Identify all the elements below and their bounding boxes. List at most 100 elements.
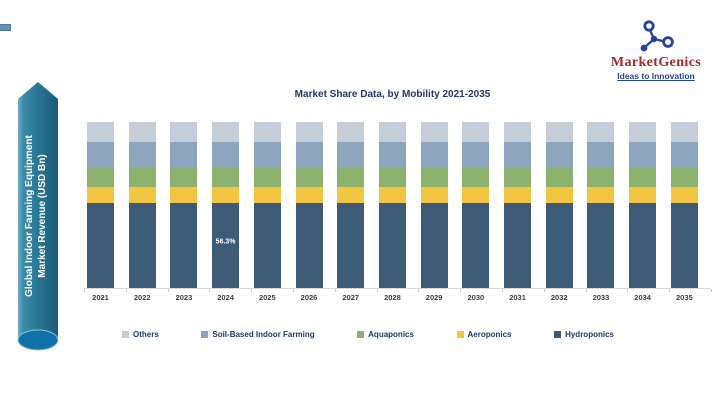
legend-item-others[interactable]: Others	[122, 330, 159, 339]
logo: MarketGenics Ideas to Innovation	[596, 18, 716, 81]
bar-2022[interactable]	[128, 122, 156, 288]
segment-hydroponics	[87, 203, 114, 288]
x-axis-line	[84, 288, 712, 293]
axis-tick	[627, 289, 629, 292]
bar-2031[interactable]	[504, 122, 532, 288]
banner-arrow-shape	[17, 82, 59, 351]
segment-hydroponics	[170, 203, 198, 288]
y-axis-banner: Global Indoor Farming Equipment Market R…	[16, 82, 60, 354]
segment-hydroponics	[378, 203, 406, 288]
axis-tick	[585, 289, 587, 292]
segment-others	[337, 122, 365, 142]
segment-others	[545, 122, 573, 142]
segment-hydroponics: 56.3%	[212, 203, 240, 288]
segment-soil-based-indoor-farming	[670, 141, 698, 167]
segment-soil-based-indoor-farming	[337, 141, 365, 167]
segment-aeroponics	[212, 186, 240, 204]
segment-hydroponics	[420, 203, 448, 288]
segment-soil-based-indoor-farming	[629, 141, 657, 167]
x-tick-label-2035: 2035	[676, 293, 693, 302]
segment-aquaponics	[378, 166, 406, 187]
segment-others	[212, 122, 240, 142]
chart-title: Market Share Data, by Mobility 2021-2035	[294, 89, 491, 100]
bar-2028[interactable]	[378, 122, 406, 288]
axis-tick	[84, 289, 85, 292]
x-tick-label-2025: 2025	[258, 293, 276, 302]
segment-aquaponics	[128, 166, 156, 187]
axis-tick	[502, 289, 503, 292]
segment-others	[504, 122, 532, 142]
axis-tick	[293, 289, 294, 292]
segment-soil-based-indoor-farming	[378, 141, 406, 167]
legend-swatch-aquaponics	[357, 331, 365, 338]
segment-hydroponics	[504, 203, 532, 288]
segment-aeroponics	[670, 186, 698, 204]
legend-swatch-aeroponics	[456, 331, 464, 338]
segment-others	[170, 122, 198, 142]
x-tick-label-2033: 2033	[592, 293, 610, 302]
segment-aeroponics	[587, 186, 615, 204]
bar-2027[interactable]	[337, 122, 365, 288]
x-tick-label-2023: 2023	[175, 293, 193, 302]
legend-label-aquaponics: Aquaponics	[368, 330, 414, 339]
segment-others	[128, 122, 156, 142]
x-tick-label-2022: 2022	[133, 293, 151, 302]
segment-soil-based-indoor-farming	[545, 141, 573, 167]
bar-2029[interactable]	[420, 122, 448, 288]
y-axis-title-line1: Global Indoor Farming Equipment	[24, 135, 35, 297]
segment-hydroponics	[462, 203, 490, 288]
bar-2025[interactable]	[253, 122, 281, 288]
legend-item-aeroponics[interactable]: Aeroponics	[456, 330, 512, 339]
x-tick-label-2032: 2032	[550, 293, 568, 302]
axis-tick	[418, 289, 420, 292]
segment-others	[295, 122, 323, 142]
bar-2035[interactable]	[670, 122, 698, 288]
legend-swatch-hydroponics	[554, 331, 562, 338]
segment-aquaponics	[545, 166, 573, 187]
segment-others	[420, 122, 448, 142]
segment-aquaponics	[629, 166, 657, 187]
segment-aeroponics	[128, 186, 156, 204]
axis-tick	[376, 289, 378, 292]
segment-soil-based-indoor-farming	[170, 141, 198, 167]
bar-2030[interactable]	[462, 122, 490, 288]
bar-2033[interactable]	[587, 122, 615, 288]
corner-accent	[0, 24, 11, 31]
legend-label-aeroponics: Aeroponics	[467, 330, 512, 339]
segment-others	[378, 122, 406, 142]
x-tick-label-2027: 2027	[342, 293, 360, 302]
segment-soil-based-indoor-farming	[504, 141, 532, 167]
bar-2024[interactable]: 56.3%	[212, 122, 240, 288]
segment-hydroponics	[545, 203, 573, 288]
bar-2021[interactable]	[87, 122, 114, 288]
axis-tick	[543, 289, 545, 292]
legend-item-soil-based-indoor-farming[interactable]: Soil-Based Indoor Farming	[201, 330, 315, 339]
segment-aquaponics	[504, 166, 532, 187]
x-tick-label-2031: 2031	[509, 293, 526, 302]
segment-aeroponics	[295, 186, 323, 204]
x-tick-label-2034: 2034	[634, 293, 651, 302]
x-axis-labels: 2021 2022 2023 2024 2025 2026 2027 2028 2029 2030…	[87, 293, 698, 302]
segment-hydroponics	[670, 203, 698, 288]
segment-aeroponics	[462, 186, 490, 204]
segment-others	[87, 122, 114, 142]
bar-2032[interactable]	[545, 122, 573, 288]
bar-2026[interactable]	[295, 122, 323, 288]
segment-soil-based-indoor-farming	[253, 141, 281, 167]
segment-aquaponics	[462, 166, 490, 187]
segment-aeroponics	[504, 186, 532, 204]
segment-aeroponics	[545, 186, 573, 204]
legend-item-hydroponics[interactable]: Hydroponics	[554, 330, 614, 339]
axis-tick	[334, 289, 336, 292]
segment-aquaponics	[295, 166, 323, 187]
bar-2023[interactable]	[170, 122, 198, 288]
segment-aquaponics	[587, 166, 615, 187]
legend-label-others: Others	[133, 330, 159, 339]
y-axis-title: Global Indoor Farming Equipment Market R…	[23, 91, 53, 341]
bar-2034[interactable]	[629, 122, 657, 288]
legend-label-hydroponics: Hydroponics	[565, 330, 614, 339]
legend-item-aquaponics[interactable]: Aquaponics	[357, 330, 414, 339]
axis-tick	[125, 289, 127, 292]
segment-aquaponics	[337, 166, 365, 187]
